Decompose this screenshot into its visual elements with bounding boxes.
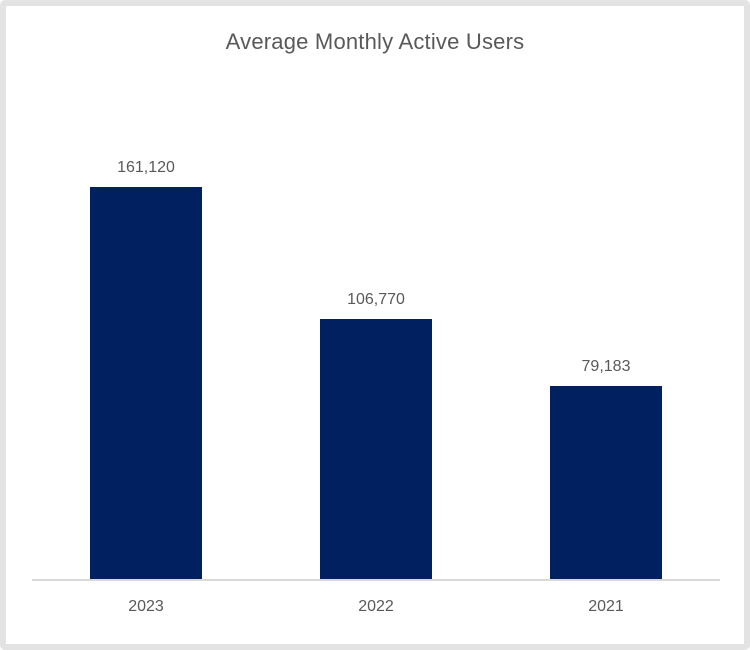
- bar-value-label-2022: 106,770: [347, 291, 405, 308]
- category-label-2022: 2022: [358, 598, 394, 615]
- bar-value-label-2021: 79,183: [581, 358, 631, 375]
- category-label-2021: 2021: [588, 598, 624, 615]
- bar-2021: [550, 386, 662, 579]
- x-axis-line: [32, 579, 720, 581]
- category-label-2023: 2023: [128, 598, 164, 615]
- chart-title: Average Monthly Active Users: [225, 29, 525, 54]
- bar-value-label-2023: 161,120: [117, 159, 175, 176]
- bar-2023: [90, 187, 202, 579]
- bar-2022: [320, 319, 432, 579]
